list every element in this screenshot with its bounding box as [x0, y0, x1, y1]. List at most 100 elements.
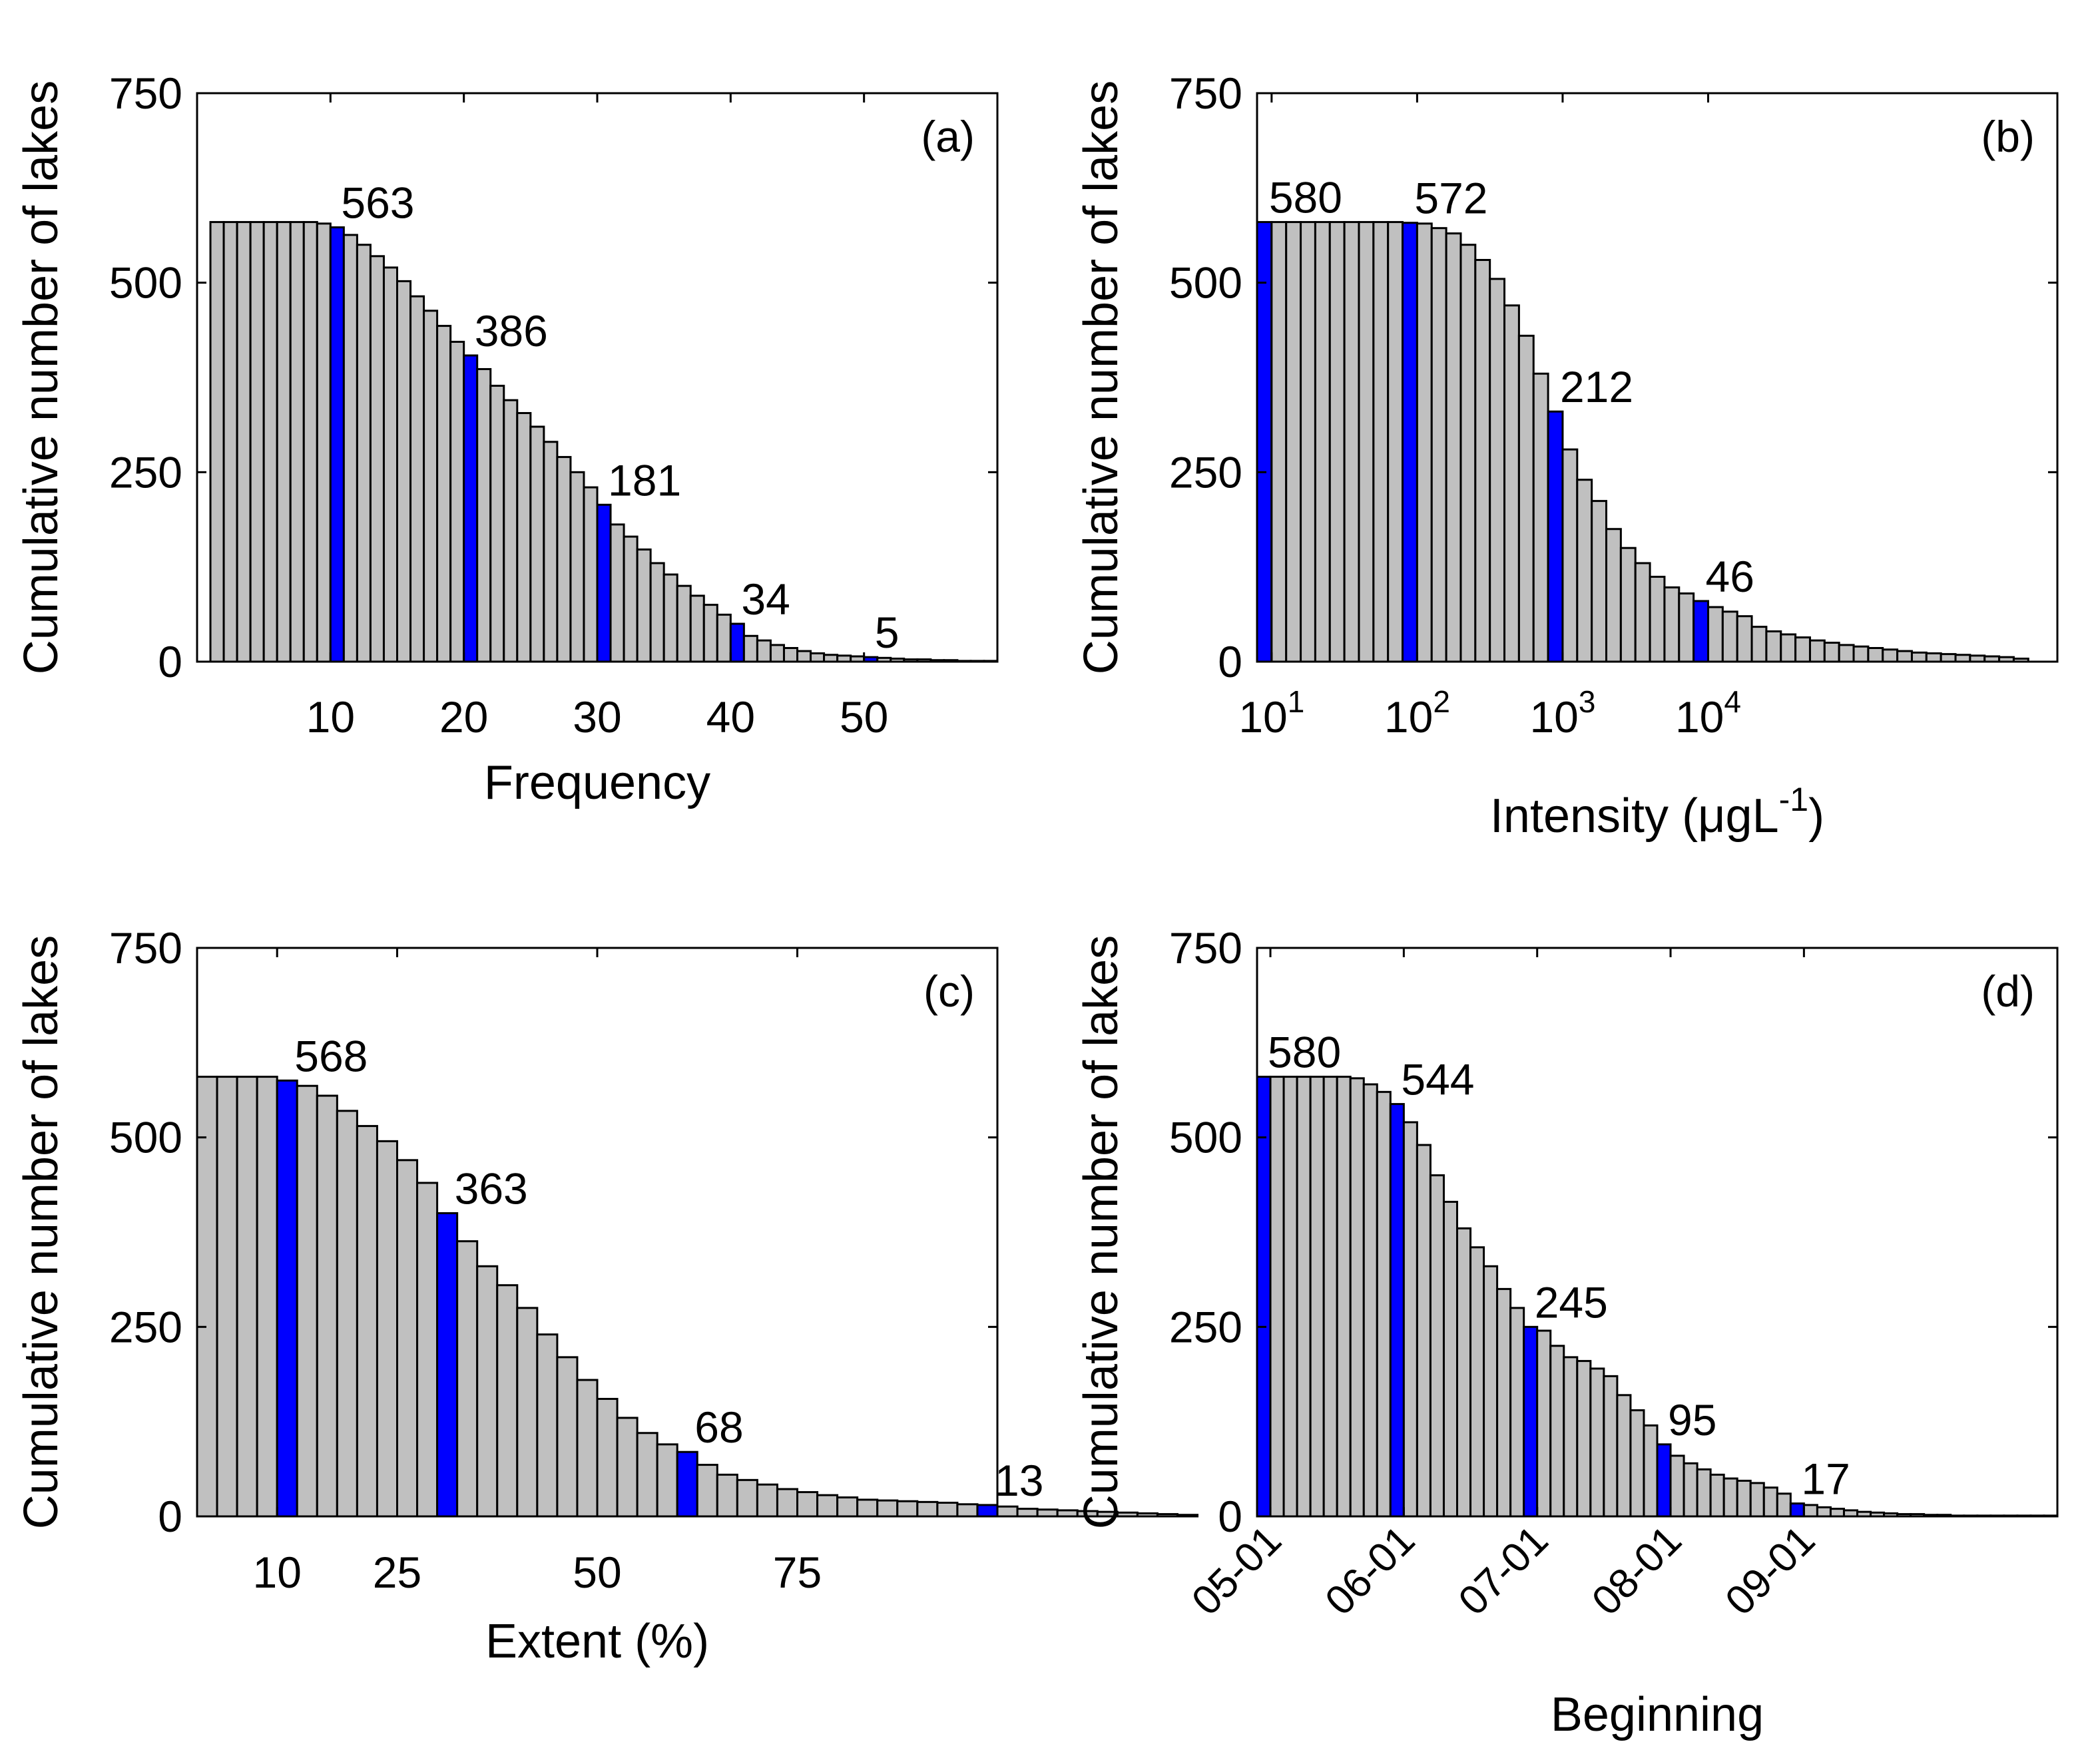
bar	[369, 255, 385, 663]
bar	[1314, 221, 1331, 663]
highlight-bar	[1693, 600, 1709, 663]
x-tick-label: 07-01	[1450, 1517, 1557, 1624]
bar	[1362, 1083, 1378, 1518]
bar	[956, 1503, 979, 1518]
highlight-bar	[1789, 1502, 1805, 1518]
bar	[1823, 642, 1840, 663]
bar	[262, 221, 278, 663]
bar	[676, 584, 692, 663]
bar	[1285, 221, 1302, 663]
x-tick-label: 50	[840, 692, 888, 742]
bar	[1416, 222, 1433, 663]
x-tick-label: 30	[573, 692, 621, 742]
bar	[256, 1076, 278, 1518]
bar	[396, 280, 412, 663]
data-label: 181	[608, 455, 681, 505]
bar	[1517, 334, 1535, 663]
data-label: 568	[294, 1031, 368, 1080]
bar	[1954, 654, 1971, 663]
bar	[1721, 610, 1738, 663]
bar	[656, 1443, 678, 1518]
bar	[662, 573, 678, 663]
y-tick-label: 750	[1169, 69, 1242, 118]
bar	[996, 1505, 1019, 1518]
bar	[356, 1125, 378, 1518]
y-axis-label: Cumulative number of lakes	[15, 935, 68, 1529]
bar	[702, 604, 718, 663]
y-tick-label: 750	[1169, 923, 1242, 973]
bar	[1300, 221, 1316, 663]
bar	[1282, 1076, 1298, 1518]
highlight-bar	[1402, 222, 1418, 663]
bar	[609, 523, 625, 663]
bar	[1605, 528, 1622, 663]
bar	[489, 385, 505, 663]
bar	[1456, 1227, 1472, 1518]
data-label: 68	[694, 1403, 743, 1452]
highlight-bar	[1389, 1103, 1405, 1518]
data-label: 46	[1705, 552, 1754, 601]
data-label: 17	[1801, 1454, 1850, 1504]
bar	[396, 1159, 419, 1518]
bar	[1532, 372, 1549, 663]
bar	[516, 1307, 539, 1518]
bar	[536, 1333, 559, 1518]
bar	[1706, 606, 1724, 663]
y-tick-label: 500	[1169, 1113, 1242, 1162]
bar	[736, 1478, 758, 1518]
x-tick-label: 75	[773, 1548, 822, 1597]
bar	[1802, 1504, 1818, 1518]
bar	[1882, 648, 1899, 663]
y-tick-label: 0	[1218, 1492, 1242, 1541]
bar	[543, 441, 559, 663]
bar	[1749, 1482, 1765, 1518]
bar	[1563, 1356, 1579, 1518]
bar	[636, 1432, 658, 1518]
bar	[756, 639, 772, 663]
bar	[1678, 592, 1695, 663]
panel-label: (c)	[923, 967, 975, 1016]
bar	[316, 1094, 338, 1518]
highlight-bar	[463, 354, 479, 663]
bar	[1750, 626, 1768, 663]
x-axis-label: Frequency	[484, 756, 710, 809]
data-label: 5	[875, 608, 900, 657]
highlight-bar	[596, 503, 612, 663]
y-tick-label: 0	[158, 637, 182, 686]
highlight-bar	[729, 622, 745, 663]
data-label: 386	[475, 306, 548, 355]
bar	[1591, 500, 1608, 663]
y-tick-label: 750	[109, 69, 182, 118]
highlight-bar	[676, 1450, 698, 1518]
bar	[476, 367, 492, 663]
data-label: 544	[1401, 1055, 1474, 1104]
x-tick-label: 20	[439, 692, 488, 742]
bar	[1669, 1454, 1685, 1518]
bar	[1387, 221, 1404, 663]
x-tick-label: 104	[1675, 684, 1741, 742]
bar	[216, 1076, 238, 1518]
bar	[1576, 1360, 1592, 1518]
bar	[356, 244, 372, 663]
bar	[782, 647, 799, 663]
bar	[1328, 221, 1346, 663]
x-tick-label: 09-01	[1716, 1517, 1824, 1624]
bar	[776, 1488, 798, 1518]
bar	[576, 1379, 599, 1518]
bar	[236, 221, 252, 663]
bar	[556, 456, 572, 663]
bar	[342, 234, 358, 663]
highlight-bar	[1656, 1443, 1672, 1518]
x-tick-label: 10	[306, 692, 355, 742]
x-axis-label: Extent (%)	[485, 1615, 709, 1668]
bar	[1709, 1473, 1725, 1518]
chart-panel-c: 568 363 68 13 0 250 500 750 10 25 50 75 (c) Extent (%…	[15, 923, 1198, 1668]
bar	[916, 1500, 939, 1518]
bar	[516, 412, 532, 663]
x-tick-label: 06-01	[1316, 1517, 1424, 1624]
bar	[616, 1417, 639, 1518]
bar	[1322, 1076, 1338, 1518]
data-label: 34	[741, 574, 790, 624]
